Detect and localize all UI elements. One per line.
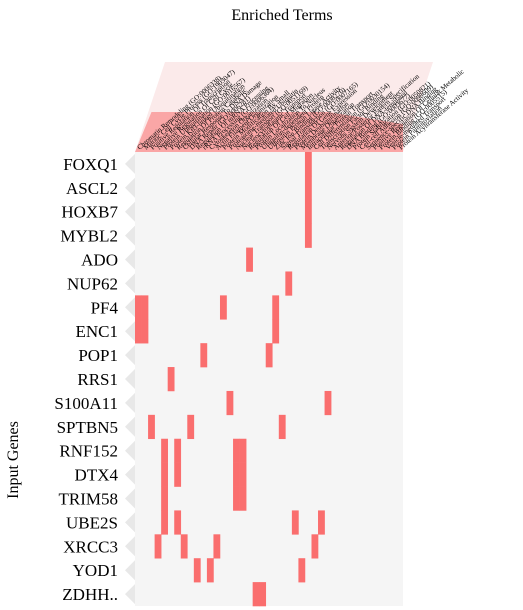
gene-label: RNF152 [59,442,118,461]
heatmap-cell [187,414,195,440]
gene-label: POP1 [78,346,118,365]
gene-label: ASCL2 [66,179,118,198]
gene-label: NUP62 [67,274,118,293]
heatmap-cell [291,510,299,535]
heatmap-cell [252,582,260,607]
heatmap-cell [193,558,201,583]
gene-label: YOD1 [73,561,118,580]
heatmap-cell [246,247,253,272]
gene-row-marker [125,488,135,509]
heatmap-cell [154,534,162,559]
heatmap-cell [161,462,168,487]
gene-row-marker [125,440,135,461]
heatmap-cell [233,438,240,463]
gene-label: FOXQ1 [63,155,118,174]
heatmap-cell [161,510,168,535]
grid-background [135,152,403,606]
gene-row-marker [125,153,135,174]
heatmap-cell [272,295,280,320]
gene-row-marker [125,249,135,270]
gene-row-marker [125,584,135,605]
gene-label: ADO [81,251,118,270]
chart-title: Enriched Terms [231,7,332,24]
heatmap-cell [161,438,168,463]
gene-row-marker [125,369,135,389]
term-labels: Chromatin Remodeling (GO:0006338)Mitotic… [135,62,470,152]
gene-label: XRCC3 [63,537,118,556]
heatmap-cell [311,534,319,559]
heatmap-cell [174,510,182,535]
heatmap-cell [324,390,332,416]
gene-row-marker [125,345,135,366]
heatmap-cell [239,462,247,487]
gene-row-marker [125,321,135,342]
heatmap-grid [135,152,403,607]
gene-label: ZDHH.. [62,585,118,604]
gene-label: DTX4 [75,466,119,485]
gene-label: PF4 [91,298,119,317]
gene-labels: FOXQ1 ASCL2 HOXB7 MYBL2 ADO NUP62 PF4 ENC1 POP1 R… [54,153,135,605]
heatmap-cell [272,319,280,344]
gene-row-marker [125,273,135,294]
gene-label: HOXB7 [61,203,118,222]
heatmap-cell [239,438,247,463]
heatmap-cell [259,582,267,607]
y-axis-label: Input Genes [5,421,22,499]
gene-row-marker [125,225,135,246]
heatmap-cell [161,486,168,511]
gene-label: SPTBN5 [57,418,118,437]
heatmap-cell [174,438,182,463]
heatmap-cell [141,319,149,344]
gene-row-marker [125,560,135,581]
heatmap-cell [180,534,188,559]
heatmap-cell [304,175,312,201]
heatmap-cell [239,486,247,511]
heatmap-cell [167,367,175,392]
heatmap-cell [265,343,273,368]
heatmap-cell [318,510,325,535]
heatmap-cell [219,295,227,320]
gene-row-marker [125,177,135,198]
gene-row-marker [125,392,135,413]
gene-row-marker [125,536,135,557]
heatmap-cell [148,414,155,440]
gene-label: MYBL2 [60,227,118,246]
heatmap-cell [206,558,214,583]
term-highlight-band [135,112,403,152]
heatmap-cell [278,414,286,440]
heatmap-cell [304,199,312,224]
gene-row-marker [125,416,135,437]
heatmap-cell [298,558,306,583]
heatmap-cell [304,223,312,248]
heatmap-cell [304,152,312,177]
gene-label: TRIM58 [59,490,119,509]
heatmap-cell [213,534,221,559]
heatmap-cell [200,343,208,368]
heatmap-cell [285,271,293,296]
gene-row-marker [125,297,135,318]
heatmap-cell [174,462,182,487]
heatmap-cell [141,295,149,320]
gene-label: S100A11 [54,394,118,413]
gene-row-marker [125,201,135,222]
gene-row-marker [125,464,135,485]
gene-label: RRS1 [77,370,118,389]
heatmap-cell [135,295,142,320]
heatmap-cell [226,390,234,416]
gene-row-marker [125,512,135,533]
gene-label: UBE2S [66,513,118,532]
heatmap-cell [233,462,240,487]
heatmap-cell [135,319,142,344]
gene-label: ENC1 [76,322,119,341]
heatmap-cell [233,486,240,511]
